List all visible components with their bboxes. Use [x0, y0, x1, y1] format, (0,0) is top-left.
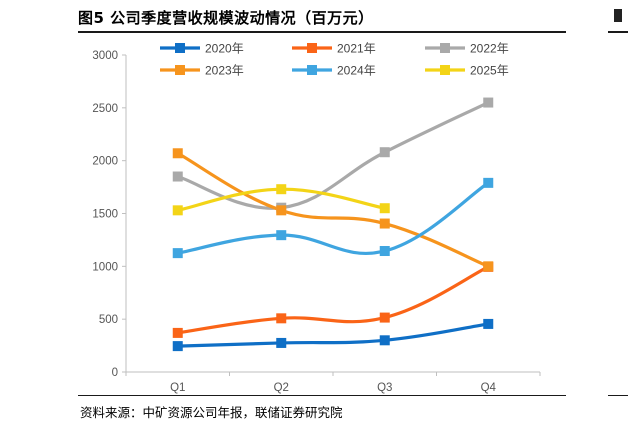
legend-label: 2024年	[337, 64, 376, 78]
series-line-4	[176, 181, 490, 256]
y-axis-ticks: 0 500 1000 1500 2000 2500 3000	[92, 50, 126, 379]
legend-swatch-marker	[440, 43, 450, 53]
data-point-0-3	[483, 318, 494, 329]
legend-label: 2025年	[470, 64, 509, 78]
legend-item-4: 2024年	[292, 64, 376, 78]
y-tick-label: 3000	[92, 50, 118, 62]
data-point-3-3	[483, 261, 494, 272]
data-point-4-1	[276, 230, 287, 241]
data-point-0-2	[379, 335, 390, 346]
data-point-0-1	[276, 337, 287, 348]
figure-title: 图5 公司季度营收规模波动情况（百万元）	[78, 9, 374, 27]
chart-legend: 2020年 2021年 2022年 2023年 2024年 2025年	[160, 42, 509, 78]
data-point-0-0	[172, 341, 183, 352]
data-point-3-1	[276, 205, 287, 216]
data-point-3-2	[379, 218, 390, 229]
title-rule	[78, 31, 566, 33]
series-line-2	[176, 100, 490, 210]
x-tick-label: Q4	[481, 382, 497, 394]
series-line-3	[176, 151, 490, 268]
x-tick-label: Q1	[170, 382, 185, 394]
data-point-2-0	[172, 171, 183, 182]
legend-label: 2020年	[205, 42, 244, 56]
y-tick-label: 1000	[92, 261, 118, 273]
legend-label: 2023年	[205, 64, 244, 78]
data-point-1-1	[276, 313, 287, 324]
next-figure-title-rule	[608, 31, 628, 33]
legend-swatch-marker	[307, 43, 317, 53]
data-point-3-0	[172, 148, 183, 159]
source-note: 资料来源：中矿资源公司年报，联储证券研究院	[80, 405, 343, 420]
y-tick-label: 2500	[92, 103, 118, 115]
data-point-2-3	[483, 97, 494, 108]
legend-swatch-marker	[307, 65, 317, 75]
data-point-4-0	[172, 248, 183, 259]
legend-swatch-marker	[440, 65, 450, 75]
data-point-4-3	[483, 177, 494, 188]
data-point-1-0	[172, 327, 183, 338]
legend-item-3: 2023年	[160, 64, 244, 78]
data-point-5-0	[172, 205, 183, 216]
next-figure-bottom-rule	[608, 395, 628, 396]
x-tick-label: Q2	[274, 382, 289, 394]
y-tick-label: 2000	[92, 156, 118, 168]
data-point-1-2	[379, 312, 390, 323]
legend-item-5: 2025年	[425, 64, 509, 78]
data-point-5-1	[276, 184, 287, 195]
x-tick-label: Q3	[377, 382, 392, 394]
series-markers	[172, 97, 494, 352]
series-line-0	[176, 322, 490, 348]
legend-label: 2022年	[470, 42, 509, 56]
y-tick-label: 0	[112, 367, 118, 379]
bottom-rule	[78, 395, 566, 396]
legend-label: 2021年	[337, 42, 376, 56]
series-lines	[176, 100, 490, 348]
x-axis-ticks: Q1 Q2 Q3 Q4	[125, 372, 541, 394]
series-line-1	[176, 265, 490, 335]
legend-swatch-marker	[175, 43, 185, 53]
data-point-4-2	[379, 246, 390, 257]
data-point-5-2	[379, 203, 390, 214]
legend-item-1: 2021年	[292, 42, 376, 56]
y-tick-label: 500	[99, 314, 118, 326]
data-point-2-2	[379, 147, 390, 158]
y-tick-label: 1500	[92, 209, 118, 221]
legend-item-2: 2022年	[425, 42, 509, 56]
legend-swatch-marker	[175, 65, 185, 75]
legend-item-0: 2020年	[160, 42, 244, 56]
next-figure-edge	[614, 9, 622, 22]
